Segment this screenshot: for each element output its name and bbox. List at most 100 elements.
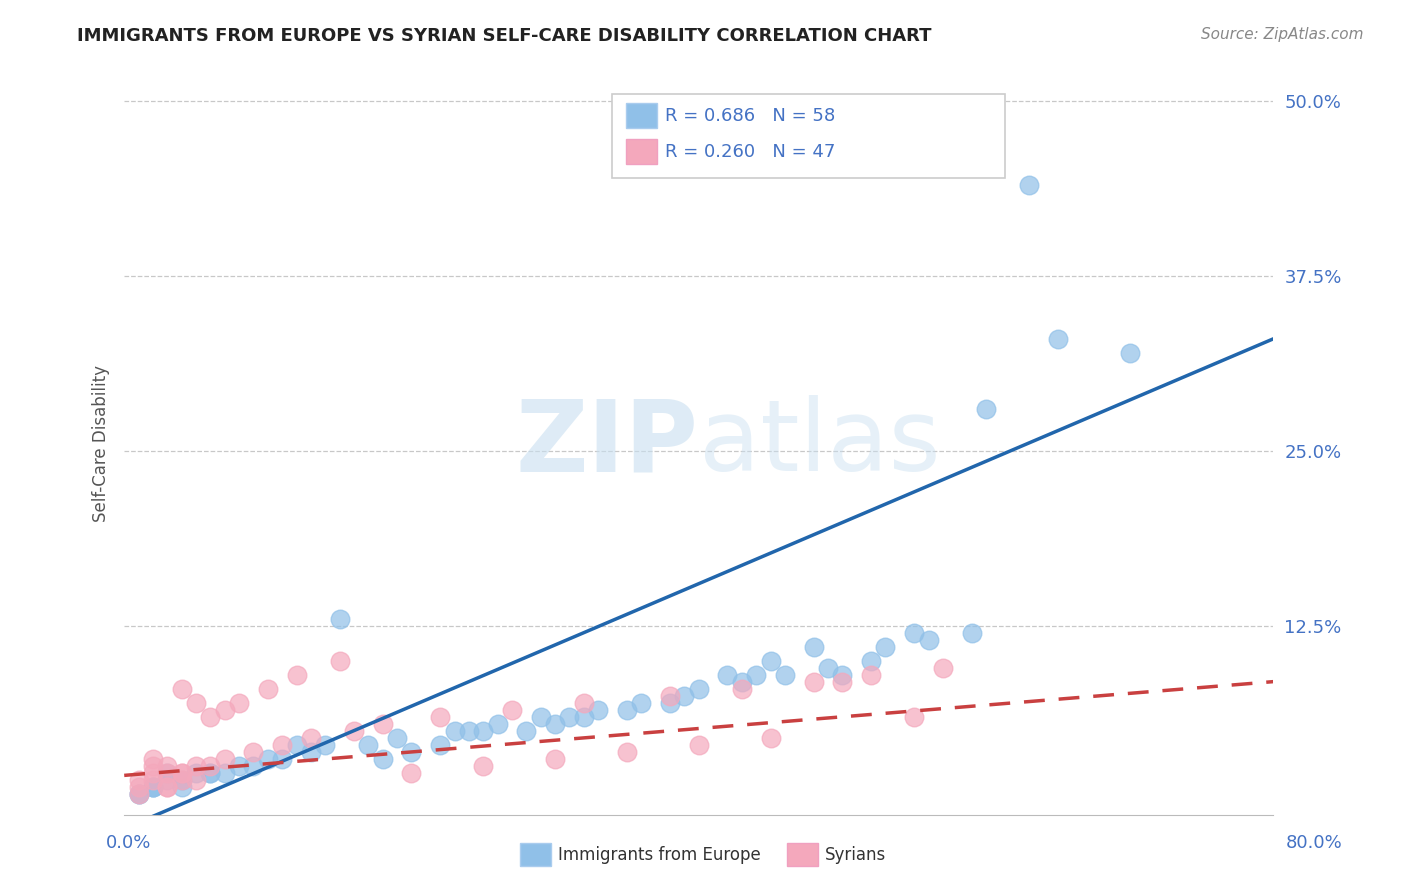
Point xyxy=(831,667,853,681)
Point xyxy=(1118,346,1140,360)
Point xyxy=(329,654,352,668)
Point xyxy=(142,765,165,780)
Point xyxy=(156,780,179,794)
Point xyxy=(299,731,322,745)
Point xyxy=(314,738,336,752)
Point xyxy=(142,758,165,772)
Point xyxy=(472,758,495,772)
Text: R = 0.686   N = 58: R = 0.686 N = 58 xyxy=(665,107,835,125)
Point xyxy=(329,612,352,626)
Point xyxy=(731,674,754,689)
Point xyxy=(142,780,165,794)
Text: ZIP: ZIP xyxy=(516,395,699,492)
Point xyxy=(472,723,495,738)
Point xyxy=(156,780,179,794)
Point xyxy=(156,758,179,772)
Point xyxy=(817,660,839,674)
Text: Syrians: Syrians xyxy=(825,846,887,863)
Point xyxy=(242,745,264,759)
Point xyxy=(170,765,193,780)
Point xyxy=(803,640,825,654)
Point xyxy=(429,709,451,723)
Point xyxy=(586,703,609,717)
Point xyxy=(759,731,782,745)
Point xyxy=(184,765,207,780)
Point xyxy=(128,780,150,794)
Point xyxy=(429,738,451,752)
Point xyxy=(257,681,280,696)
Point xyxy=(200,765,222,780)
Point xyxy=(401,765,423,780)
Point xyxy=(917,632,939,647)
Point xyxy=(371,716,394,731)
Point xyxy=(659,689,682,703)
Point xyxy=(731,681,754,696)
Point xyxy=(630,696,652,710)
Point xyxy=(170,772,193,787)
Point xyxy=(903,625,925,640)
Point xyxy=(128,787,150,801)
Point xyxy=(458,723,481,738)
Point xyxy=(572,709,595,723)
Point xyxy=(659,696,682,710)
Point xyxy=(170,765,193,780)
Point xyxy=(142,751,165,765)
Point xyxy=(128,772,150,787)
Point xyxy=(773,667,796,681)
Point xyxy=(170,780,193,794)
Text: Source: ZipAtlas.com: Source: ZipAtlas.com xyxy=(1201,27,1364,42)
Point xyxy=(156,765,179,780)
Point xyxy=(228,758,250,772)
Text: Immigrants from Europe: Immigrants from Europe xyxy=(558,846,761,863)
Point xyxy=(128,787,150,801)
Point xyxy=(214,703,236,717)
Point xyxy=(299,745,322,759)
Text: 0.0%: 0.0% xyxy=(105,834,150,852)
Point xyxy=(214,751,236,765)
Point xyxy=(530,709,553,723)
Point xyxy=(688,681,710,696)
Text: atlas: atlas xyxy=(699,395,941,492)
Point xyxy=(616,703,638,717)
Point xyxy=(200,765,222,780)
Point xyxy=(170,772,193,787)
Point xyxy=(860,654,883,668)
Point xyxy=(285,738,308,752)
Point xyxy=(558,709,581,723)
Text: 80.0%: 80.0% xyxy=(1286,834,1343,852)
Point xyxy=(803,674,825,689)
Point xyxy=(960,625,983,640)
Point xyxy=(673,689,696,703)
Point xyxy=(156,772,179,787)
Point xyxy=(128,787,150,801)
Point xyxy=(401,745,423,759)
Point xyxy=(200,709,222,723)
Point xyxy=(759,654,782,668)
Point xyxy=(343,723,366,738)
Text: IMMIGRANTS FROM EUROPE VS SYRIAN SELF-CARE DISABILITY CORRELATION CHART: IMMIGRANTS FROM EUROPE VS SYRIAN SELF-CA… xyxy=(77,27,932,45)
Point xyxy=(932,660,955,674)
Y-axis label: Self-Care Disability: Self-Care Disability xyxy=(93,365,110,523)
Point xyxy=(616,745,638,759)
Point xyxy=(142,780,165,794)
Point xyxy=(903,709,925,723)
Point xyxy=(443,723,465,738)
Point xyxy=(515,723,537,738)
Point xyxy=(371,751,394,765)
Point xyxy=(716,667,738,681)
Point xyxy=(385,731,408,745)
Point xyxy=(228,696,250,710)
Point xyxy=(745,667,768,681)
Point xyxy=(257,751,280,765)
Point xyxy=(1046,332,1069,346)
Point xyxy=(271,751,294,765)
Point xyxy=(142,780,165,794)
Point xyxy=(156,765,179,780)
Point xyxy=(572,696,595,710)
Point xyxy=(214,765,236,780)
Point xyxy=(1018,178,1040,192)
Point xyxy=(357,738,380,752)
Point xyxy=(860,667,883,681)
Point xyxy=(184,758,207,772)
Point xyxy=(974,401,997,416)
